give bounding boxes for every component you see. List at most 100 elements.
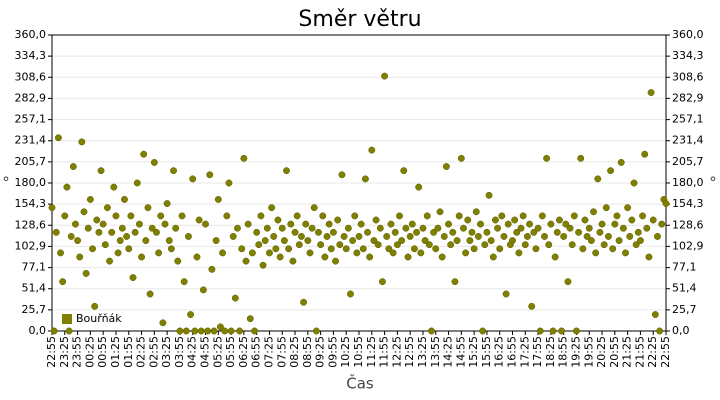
x-tick-label: 08:55 (301, 336, 314, 368)
x-tick-label: 03:25 (160, 336, 173, 368)
point (491, 216, 499, 224)
point (575, 228, 583, 236)
x-tick-label: 17:55 (531, 336, 544, 368)
point (483, 228, 491, 236)
point (251, 327, 258, 335)
y-axis-title: ° (2, 174, 10, 192)
x-tick-label: 22:55 (45, 336, 58, 368)
x-tick-label: 07:25 (262, 336, 275, 368)
point (425, 241, 433, 249)
point (366, 253, 374, 261)
point (619, 224, 627, 232)
y-tick-label: 102,9 (15, 239, 47, 252)
x-tick-label: 23:25 (58, 336, 71, 368)
point (357, 220, 365, 228)
point (417, 249, 425, 257)
point (485, 191, 493, 199)
point (413, 228, 421, 236)
point (283, 167, 290, 175)
point (82, 269, 90, 277)
point (259, 261, 267, 269)
point (238, 245, 246, 253)
x-tick-label: 14:25 (442, 336, 455, 368)
point (596, 228, 604, 236)
x-tick-label: 08:25 (288, 336, 301, 368)
y-tick-label: 51,4 (22, 282, 47, 295)
point (163, 200, 171, 208)
point (300, 298, 308, 306)
x-tick-label: 01:55 (122, 336, 135, 368)
point (48, 204, 56, 212)
point (489, 253, 497, 261)
point (385, 245, 393, 253)
point (182, 327, 190, 335)
point (287, 220, 295, 228)
x-tick-label: 22:55 (659, 336, 672, 368)
point (630, 179, 638, 187)
point (474, 232, 482, 240)
point (374, 241, 382, 249)
x-tick-label: 22:25 (646, 336, 659, 368)
point (634, 228, 642, 236)
point (321, 253, 329, 261)
x-tick-label: 00:25 (83, 336, 96, 368)
point (494, 224, 502, 232)
point (176, 327, 184, 335)
point (361, 175, 369, 183)
point (400, 167, 408, 175)
point (662, 200, 670, 208)
point (353, 249, 361, 257)
point (167, 245, 175, 253)
point (415, 183, 423, 191)
point (651, 311, 659, 319)
point (229, 232, 237, 240)
point (359, 245, 367, 253)
point (67, 232, 75, 240)
point (447, 241, 455, 249)
point (315, 228, 322, 236)
point (434, 224, 442, 232)
point (323, 232, 331, 240)
y-tick-label: 205,7 (15, 155, 47, 168)
point (370, 237, 378, 245)
point (387, 220, 395, 228)
point (178, 212, 186, 220)
point (393, 241, 401, 249)
point (297, 232, 305, 240)
x-tick-label: 11:25 (365, 336, 378, 368)
point (144, 204, 152, 212)
x-tick-label: 07:55 (275, 336, 288, 368)
point (481, 241, 489, 249)
point (263, 224, 271, 232)
point (127, 212, 135, 220)
y2-tick-label: 308,6 (672, 70, 704, 83)
x-tick-label: 12:55 (403, 336, 416, 368)
point (622, 249, 629, 257)
point (234, 224, 241, 232)
point (72, 220, 79, 228)
point (451, 278, 459, 286)
point (59, 278, 67, 286)
y-tick-label: 231,4 (15, 134, 47, 147)
x-tick-label: 23:55 (71, 336, 84, 368)
point (108, 228, 116, 236)
point (161, 220, 169, 228)
x-tick-label: 02:25 (135, 336, 148, 368)
point (553, 228, 561, 236)
y2-tick-label: 51,4 (672, 282, 697, 295)
x-tick-label: 18:55 (557, 336, 570, 368)
point (118, 224, 126, 232)
point (587, 237, 595, 245)
y-tick-label: 180,0 (15, 176, 47, 189)
point (468, 228, 476, 236)
x-tick-label: 06:25 (237, 336, 250, 368)
point (93, 216, 101, 224)
point (566, 224, 574, 232)
point (261, 237, 269, 245)
point (472, 208, 480, 216)
y2-tick-label: 77,1 (672, 261, 697, 274)
x-tick-label: 10:25 (339, 336, 352, 368)
point (564, 278, 572, 286)
point (604, 232, 612, 240)
